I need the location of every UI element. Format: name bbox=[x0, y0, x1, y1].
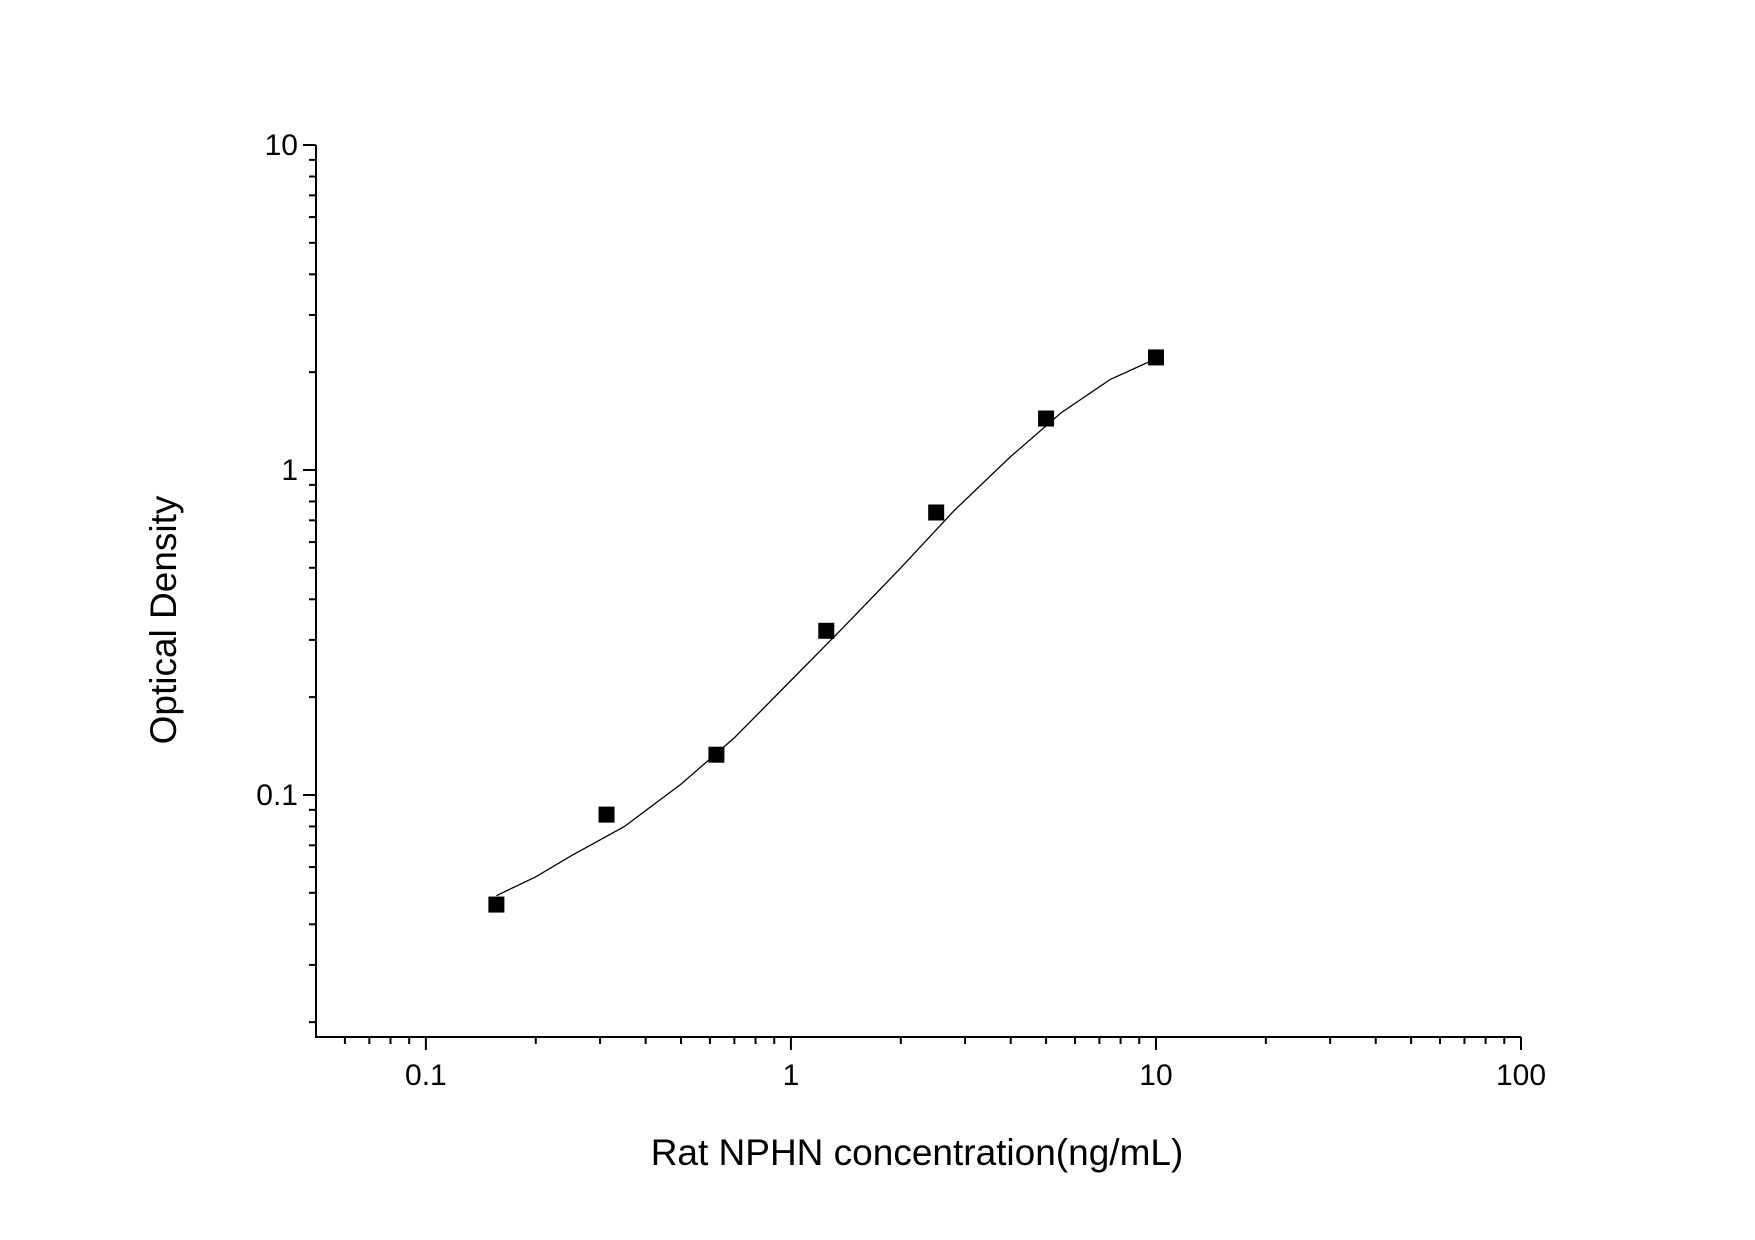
x-tick-label: 100 bbox=[1496, 1059, 1546, 1092]
y-tick-label: 0.1 bbox=[256, 779, 298, 812]
data-point bbox=[928, 504, 945, 521]
x-tick-label: 0.1 bbox=[405, 1059, 447, 1092]
y-axis-title: Optical Density bbox=[143, 495, 184, 744]
fit-curve bbox=[496, 358, 1157, 897]
x-axis-title: Rat NPHN concentration(ng/mL) bbox=[651, 1132, 1184, 1173]
data-point bbox=[598, 806, 615, 823]
data-point bbox=[818, 622, 835, 639]
data-point bbox=[1147, 349, 1164, 366]
y-tick-label: 10 bbox=[265, 129, 298, 162]
x-tick-label: 10 bbox=[1139, 1059, 1172, 1092]
x-tick-label: 1 bbox=[783, 1059, 800, 1092]
data-point bbox=[488, 896, 505, 913]
data-point bbox=[1038, 410, 1055, 427]
y-tick-label: 1 bbox=[281, 454, 298, 487]
